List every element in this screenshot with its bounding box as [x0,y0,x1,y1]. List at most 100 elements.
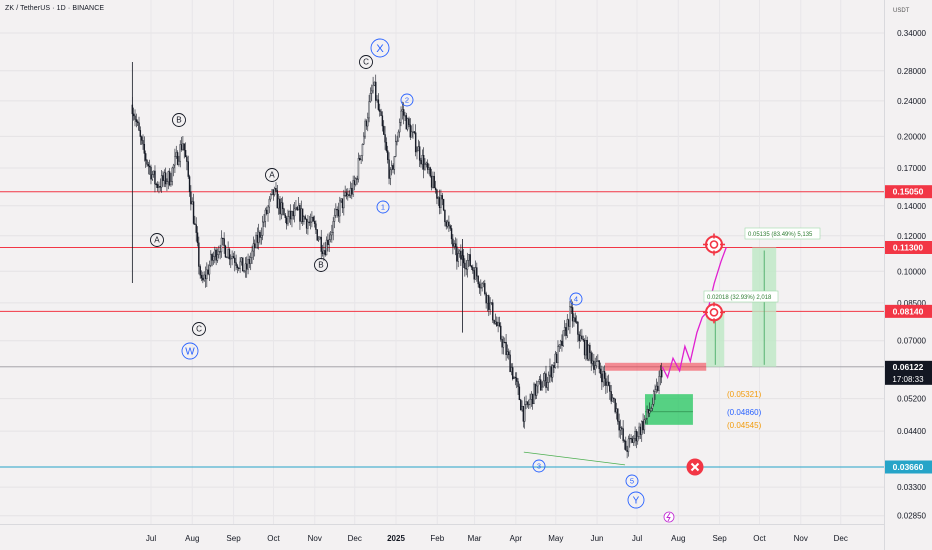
candle-body [465,268,467,270]
candle-body [331,232,333,236]
candle [436,189,438,205]
candle [494,313,497,325]
wave-label-blue-text: 5 [630,477,634,486]
wave-label-blue-text: 1 [381,203,385,212]
candle-body [609,385,611,392]
candle-body [589,344,591,353]
time-tick-label: Jun [591,534,604,543]
price-tick-label: 0.05200 [897,395,926,404]
candle [603,365,606,386]
candle [444,209,446,227]
candle-body [191,201,193,205]
candle-body [317,238,320,241]
candle-body [230,258,232,260]
candle [449,224,451,231]
candle-body [212,256,215,261]
candle [163,169,165,188]
candle-body [432,175,434,188]
candle [563,320,566,337]
candle-body [301,208,304,222]
candle [453,240,455,250]
candle [226,256,228,259]
wave-label-blue-ring [181,342,199,360]
candle [639,423,642,440]
candle-body [240,257,243,263]
candle-body [183,143,185,151]
candle [196,226,199,247]
candle [555,351,558,364]
candle-body [260,235,263,238]
candle-body [474,267,477,280]
candle-body [444,209,446,223]
candle-body [164,172,167,185]
candle-body [222,237,224,240]
candle-body [275,188,277,191]
candle-body [449,225,451,229]
candle-body [242,257,244,272]
candle-body [481,283,483,288]
candle-body [277,198,280,209]
candle-body [140,136,143,141]
candle-body [204,274,207,280]
candle-body [166,181,168,185]
candle [223,232,225,254]
candle [188,174,191,197]
candle-body [619,427,622,431]
candle-body [607,381,610,386]
candle-body [502,341,505,348]
candle [144,150,147,168]
candle-body [281,202,284,210]
candle [167,170,169,190]
candle [321,244,324,257]
candle-body [263,221,265,223]
candle-body [394,141,397,157]
candle-body [617,408,619,422]
candle-body [232,256,235,259]
candle [272,189,275,201]
candle [501,335,503,355]
candle [590,350,592,371]
candle-body [504,341,506,344]
candle-body [537,381,539,387]
candle [384,126,386,150]
wave-label-black-text: B [176,116,181,125]
candle-body [408,118,410,125]
candle [142,134,144,150]
candle [432,171,434,189]
candle-body [160,175,163,188]
candle-body [292,211,294,217]
candle [631,436,634,443]
candle-body [428,167,430,170]
wave-label-black-ring [314,258,328,272]
candle-body [405,115,408,130]
candle [376,95,378,103]
candle [353,175,356,191]
candle-body [259,231,261,238]
candle-body [615,408,618,413]
candle-body [299,205,301,222]
candle-body [659,369,662,377]
candle [341,198,344,214]
candle-body [500,325,502,340]
candle [574,312,576,324]
candle-body [530,393,533,400]
wave-label-blue: 4 [569,292,583,306]
candle-body [498,322,501,327]
candle-body [297,205,300,211]
candle [192,193,195,225]
candle [622,420,624,443]
candle-body [462,255,465,264]
candle-body [630,437,632,440]
candle-body [425,162,427,165]
candle [625,436,627,451]
wave-label-black-ring [150,233,164,247]
candle [148,159,151,175]
candle-body [558,344,560,347]
measure-label-1-box [703,290,779,303]
candle-body [657,385,659,391]
candle [317,236,320,242]
candle-body [148,165,151,168]
candle [132,107,135,121]
current-price-label: 0.06122 [893,362,924,372]
